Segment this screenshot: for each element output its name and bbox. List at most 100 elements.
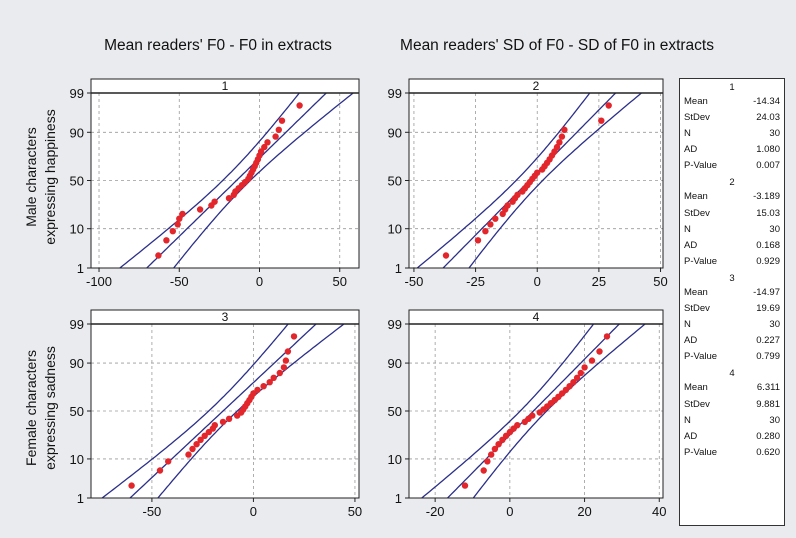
x-tick-label: 50	[333, 274, 347, 289]
data-point	[561, 126, 568, 133]
stats-value: 0.007	[756, 160, 780, 172]
stats-label: AD	[684, 144, 698, 156]
data-point	[282, 357, 290, 364]
data-point	[201, 432, 208, 439]
data-point	[197, 436, 204, 443]
stats-group-2: 2 Mean -3.189 StDev 15.03 N 30 AD 0.168 P-Value 0.…	[680, 174, 784, 269]
stats-label: Mean	[684, 191, 708, 203]
stats-label: Mean	[684, 96, 708, 107]
x-tick-label: 0	[250, 504, 257, 519]
stats-value: 30	[769, 223, 780, 235]
data-point	[276, 369, 283, 377]
stats-row: N 30	[684, 413, 780, 429]
data-point	[225, 415, 233, 422]
data-point	[189, 445, 196, 453]
plot-frame	[408, 78, 664, 269]
stats-value: -14.34	[753, 96, 780, 107]
data-point	[495, 441, 502, 448]
x-tick-label: 40	[652, 504, 666, 519]
stats-row: N 30	[684, 222, 780, 238]
stats-row: AD 0.227	[684, 333, 780, 349]
data-point	[270, 374, 277, 381]
data-point	[211, 198, 218, 205]
stats-value: 1.080	[756, 144, 780, 156]
data-point	[504, 202, 511, 209]
confidence-band-lower	[101, 324, 289, 498]
stats-value: 0.280	[756, 430, 780, 442]
y-tick-label: 10	[70, 452, 84, 467]
y-tick-label: 90	[70, 125, 84, 140]
stats-row: N 30	[684, 317, 780, 333]
stats-row: Mean -14.34	[684, 94, 780, 110]
probability-panel-4: 4 1 10 50 90 99 -20 0 20 40	[388, 309, 666, 519]
y-tick-label: 90	[388, 356, 402, 371]
probability-panel-2: 2 1 10 50 90 99 -50 -25 0 25 50	[388, 78, 668, 289]
data-point	[566, 383, 573, 390]
data-point	[598, 117, 605, 124]
data-point	[596, 348, 603, 355]
data-point	[179, 210, 186, 218]
stats-group-title: 1	[729, 82, 735, 93]
stats-label: Mean	[684, 382, 708, 394]
data-point	[474, 237, 482, 244]
stats-label: AD	[684, 430, 698, 442]
stats-group-3: 3 Mean -14.97 StDev 19.69 N 30 AD 0.227 P-Value 0.…	[680, 270, 784, 365]
y-tick-label: 50	[70, 404, 84, 419]
y-tick-label: 1	[395, 491, 402, 506]
data-point	[165, 458, 172, 465]
y-tick-label: 10	[388, 222, 402, 237]
data-point	[257, 148, 265, 155]
data-point	[280, 364, 288, 371]
data-point	[514, 191, 521, 198]
y-tick-label: 99	[388, 86, 402, 101]
plot-frame	[90, 309, 360, 499]
stats-label: P-Value	[684, 446, 718, 458]
fitted-line	[146, 93, 327, 268]
data-point	[484, 458, 491, 465]
data-point	[553, 143, 561, 151]
data-point	[296, 102, 303, 109]
stats-group-4: 4 Mean 6.311 StDev 9.881 N 30 AD 0.280 P-Value 0.6…	[680, 365, 784, 460]
stats-row: AD 0.168	[684, 238, 780, 254]
stats-value: 9.881	[756, 398, 780, 410]
plot-area	[91, 79, 359, 268]
stats-value: 0.929	[756, 255, 780, 267]
fitted-line	[447, 324, 620, 498]
panel-header-label: 2	[533, 79, 540, 93]
stats-label: P-Value	[684, 351, 718, 363]
stats-label: Mean	[684, 286, 708, 298]
x-tick-label: 20	[577, 504, 591, 519]
data-point	[163, 237, 170, 244]
stats-value: 30	[769, 319, 780, 331]
stats-row: Mean -3.189	[684, 189, 780, 205]
stats-label: N	[684, 319, 691, 331]
data-point	[155, 252, 162, 259]
x-tick-label: 50	[348, 504, 362, 519]
stats-group-1: 1 Mean -14.34 StDev 24.03 N 30 AD 1.080 P-Value 0.…	[680, 79, 784, 174]
data-point	[534, 169, 541, 176]
stats-value: 24.03	[756, 112, 780, 124]
data-point	[261, 143, 268, 151]
data-point	[169, 228, 176, 235]
stats-row: AD 1.080	[684, 142, 780, 158]
column-title-2: Mean readers' SD of F0 - SD of F0 in ext…	[400, 37, 714, 54]
y-tick-label: 90	[388, 125, 402, 140]
y-tick-label: 10	[388, 452, 402, 467]
stats-group-title: 3	[729, 272, 735, 284]
x-tick-label: 25	[592, 274, 606, 289]
data-point	[581, 364, 588, 371]
panel-header-label: 1	[222, 79, 229, 93]
y-tick-label: 50	[388, 174, 402, 189]
x-tick-label: -50	[143, 504, 162, 519]
stats-label: N	[684, 128, 691, 140]
data-point	[556, 139, 563, 146]
data-point	[260, 383, 267, 390]
data-point	[219, 418, 227, 426]
statistics-box: 1 Mean -14.34 StDev 24.03 N 30 AD 1.080 P-Value 0.…	[679, 78, 785, 526]
stats-row: P-Value 0.929	[684, 254, 780, 270]
confidence-band-lower	[119, 93, 300, 268]
stats-value: 0.620	[756, 446, 780, 458]
